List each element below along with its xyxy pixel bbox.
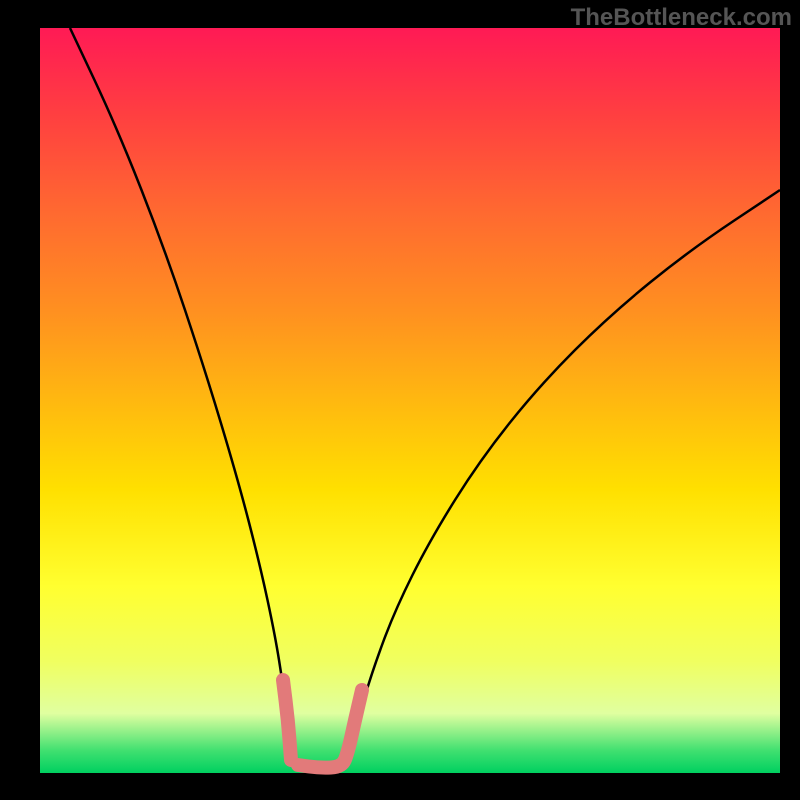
highlight-segment-1 (298, 690, 362, 768)
curve-layer (0, 0, 800, 800)
highlight-segment-0 (283, 680, 291, 760)
bottleneck-curve (70, 28, 780, 770)
chart-container: TheBottleneck.com (0, 0, 800, 800)
watermark-text: TheBottleneck.com (571, 4, 792, 32)
